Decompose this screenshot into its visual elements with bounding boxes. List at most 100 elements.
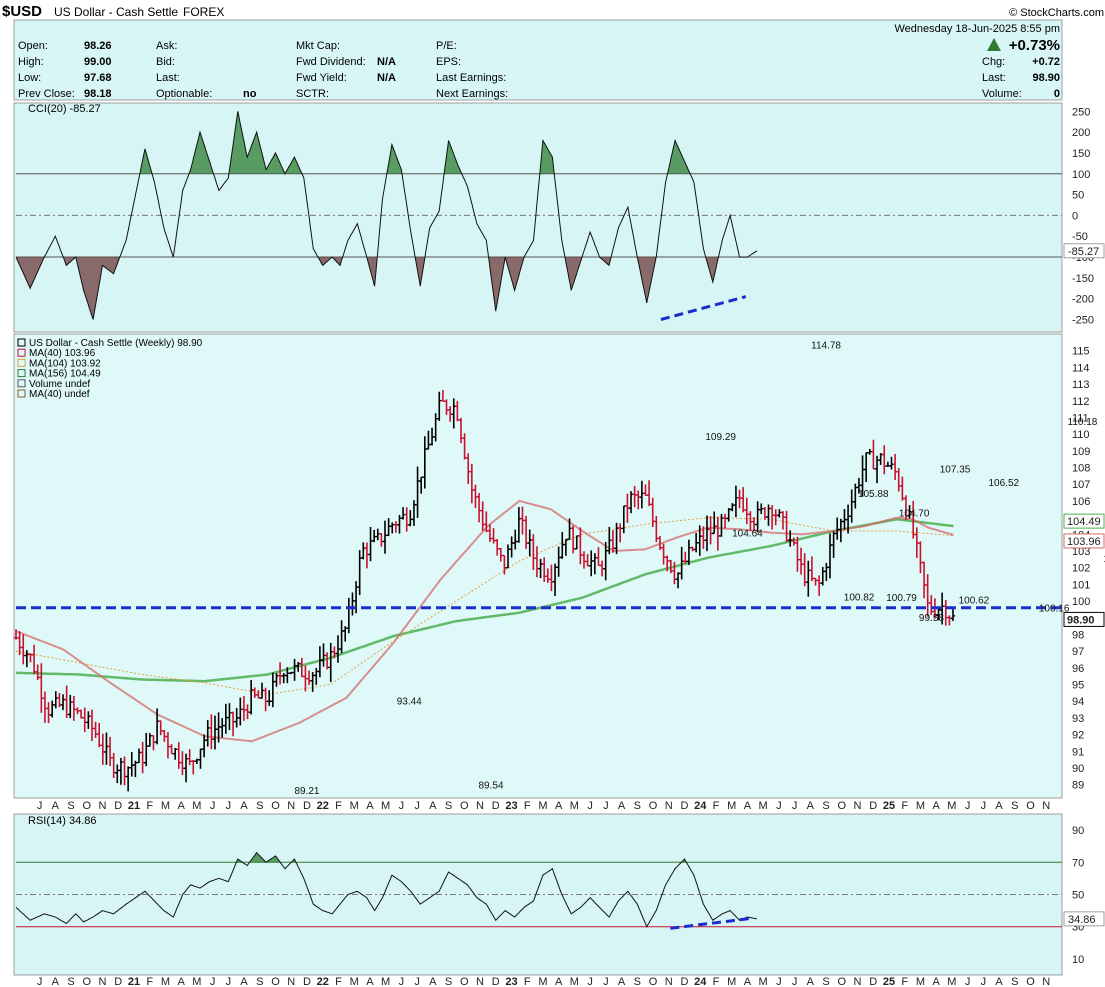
price-tick-label: 107 [1072, 479, 1090, 491]
optionable-value: no [243, 88, 257, 100]
x-axis-label: J [210, 800, 216, 812]
chg-label: Chg: [982, 56, 1005, 68]
price-panel: 8990919293949596979899100101102103104105… [13, 333, 1105, 799]
x-axis-label: D [303, 800, 311, 812]
x-axis-label: A [240, 800, 248, 812]
price-annotation: 104.64 [732, 529, 763, 540]
price-tick-label: 93 [1072, 713, 1084, 725]
x-axis-label: D [114, 800, 122, 812]
x-axis-label: N [476, 800, 484, 812]
last-label: Last: [982, 72, 1006, 84]
x-axis-label: F [524, 976, 531, 987]
x-axis-label: A [429, 800, 437, 812]
x-axis-label: F [901, 976, 908, 987]
legend-entry: MA(104) 103.92 [29, 358, 101, 369]
x-axis-label: 23 [505, 800, 517, 812]
rsi-tick-label: 10 [1072, 954, 1084, 966]
price-tick-label: 115 [1072, 346, 1090, 358]
price-annotation: 89.54 [479, 781, 504, 792]
price-tick-label: 114 [1072, 362, 1090, 374]
x-axis-label: D [114, 976, 122, 987]
x-axis-label: F [524, 800, 531, 812]
x-axis-label: M [727, 976, 736, 987]
x-axis-label: S [1011, 976, 1018, 987]
price-tick-label: 96 [1072, 663, 1084, 675]
legend-swatch [17, 348, 26, 357]
ma104-line [15, 517, 954, 696]
x-axis-label: O [83, 976, 92, 987]
volume-label: Volume: [982, 88, 1022, 100]
x-axis-label: D [869, 976, 877, 987]
x-axis-label: O [83, 800, 92, 812]
x-axis-label: 22 [317, 800, 329, 812]
x-axis-label: M [570, 800, 579, 812]
x-axis-label: A [744, 976, 752, 987]
ask-label: Ask: [156, 40, 177, 52]
rsi-tick-label: 70 [1072, 857, 1084, 869]
x-axis-label: A [618, 800, 626, 812]
x-axis-label: M [916, 800, 925, 812]
price-tick-label: 94 [1072, 696, 1084, 708]
x-axis-label: D [869, 800, 877, 812]
price-bars [13, 390, 956, 792]
x-axis-label: J [981, 800, 987, 812]
price-tick-label: 109 [1072, 446, 1090, 458]
up-arrow-icon [987, 38, 1001, 51]
x-axis-label: J [776, 976, 782, 987]
cci-tick-label: 0 [1072, 210, 1078, 222]
x-axis-label: J [414, 800, 420, 812]
rsi-line [15, 851, 758, 928]
x-axis-label: 25 [883, 800, 895, 812]
x-axis-label: N [665, 976, 673, 987]
change-pct: +0.73% [1009, 37, 1060, 54]
x-axis-label: A [177, 800, 185, 812]
x-axis-label: M [538, 976, 547, 987]
x-axis-label: S [1011, 800, 1018, 812]
price-annotation: 101.98 [1103, 554, 1105, 565]
x-axis-label: A [744, 800, 752, 812]
x-axis-label: S [256, 976, 263, 987]
x-axis-label: J [587, 800, 593, 812]
x-axis-label: F [713, 800, 720, 812]
x-axis-label: S [634, 976, 641, 987]
x-axis-label: A [995, 976, 1003, 987]
x-axis-label: O [460, 976, 469, 987]
low-value: 97.68 [84, 72, 112, 84]
cci-tick-label: -200 [1072, 294, 1094, 306]
next-earnings-label: Next Earnings: [436, 88, 508, 100]
legend-entry: MA(156) 104.49 [29, 369, 101, 380]
x-axis-label: A [807, 976, 815, 987]
price-annotation: 110.18 [1068, 417, 1098, 428]
price-plot-area [13, 333, 1063, 799]
bid-label: Bid: [156, 56, 175, 68]
x-axis-label: M [350, 976, 359, 987]
x-axis-label: J [414, 976, 420, 987]
x-axis-label: M [192, 976, 201, 987]
legend-entry: US Dollar - Cash Settle (Weekly) 98.90 [29, 338, 203, 349]
price-tick-label: 100 [1072, 596, 1090, 608]
price-annotation: 93.44 [397, 697, 422, 708]
x-axis-label: A [995, 800, 1003, 812]
instrument-name: US Dollar - Cash Settle [54, 5, 178, 19]
x-axis-label: N [476, 976, 484, 987]
price-tick-label: 108 [1072, 463, 1090, 475]
price-tick-label: 91 [1072, 746, 1084, 758]
x-axis-label: N [99, 800, 107, 812]
x-axis-label: D [492, 800, 500, 812]
cci-line [15, 111, 758, 320]
x-axis-label: J [792, 800, 798, 812]
x-axis-label: A [555, 800, 563, 812]
price-legend: US Dollar - Cash Settle (Weekly) 98.90 MA… [17, 338, 203, 400]
x-axis-label: N [99, 976, 107, 987]
cci-last-box [1063, 243, 1105, 259]
x-axis-label: M [947, 976, 956, 987]
legend-swatch [17, 369, 26, 378]
x-axis-label: 25 [883, 976, 895, 987]
x-axis-label: F [146, 800, 153, 812]
x-axis-label: O [649, 800, 658, 812]
x-axis-label: F [146, 976, 153, 987]
cci-tick-label: 50 [1072, 190, 1084, 202]
cci-tick-label: 100 [1072, 169, 1090, 181]
